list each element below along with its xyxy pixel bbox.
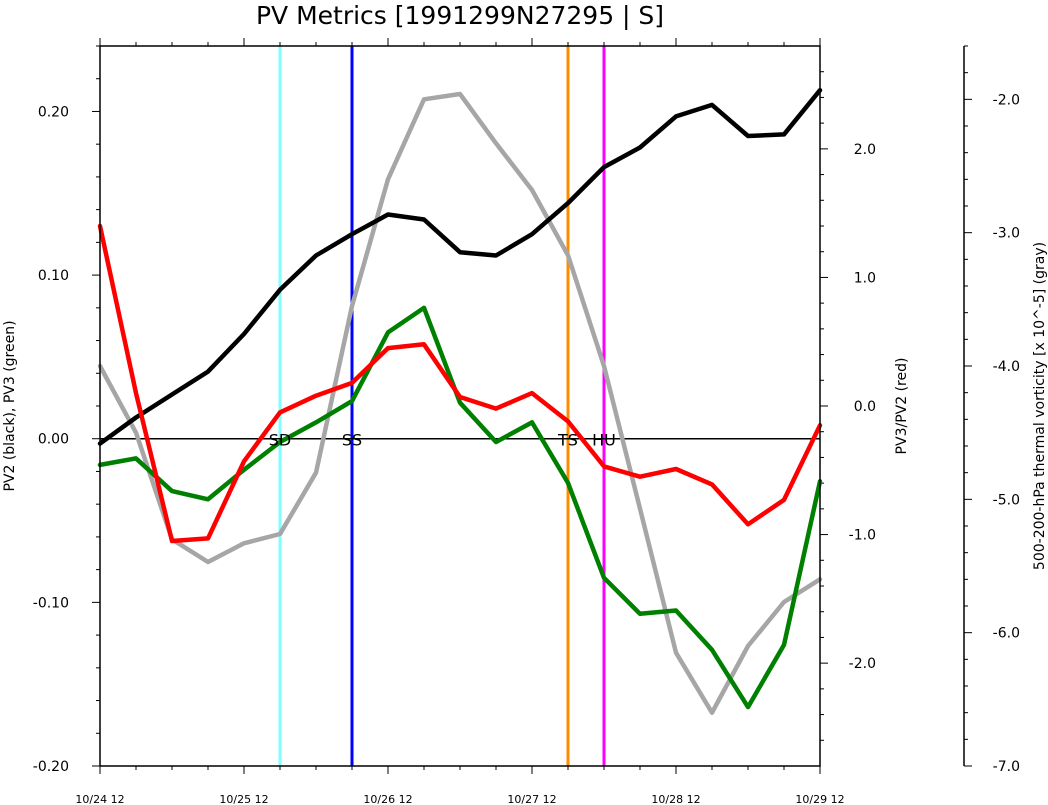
marker-label-sd: SD: [269, 431, 291, 450]
right2-tick-label: -7.0: [993, 759, 1020, 775]
marker-label-ts: TS: [557, 431, 578, 450]
series-line-thermal-vorticity: [97, 91, 823, 715]
tick-labels: 10/24 12 10/25 12 10/26 12 10/27 12 10/28 12…: [33, 92, 1020, 805]
x-tick-label: 10/26 12: [363, 793, 412, 805]
x-tick-label: 10/28 12: [651, 793, 700, 805]
x-tick-label: 10/25 12: [219, 793, 268, 805]
plot-frame: [99, 45, 821, 767]
right1-tick-label: -2.0: [849, 656, 876, 672]
x-tick-label: 10/24 12: [75, 793, 124, 805]
x-tick-label: 10/27 12: [507, 793, 556, 805]
series-line-pv3: [97, 305, 823, 710]
right2-tick-label: -4.0: [993, 359, 1020, 375]
right1-tick-label: 1.0: [854, 270, 876, 286]
left-tick-label: 0.10: [38, 268, 69, 284]
right-axis-2-label: 500-200-hPa thermal vorticity [x 10^-5] …: [1032, 242, 1048, 570]
chart-title: PV Metrics [1991299N27295 | S]: [256, 1, 664, 30]
marker-label-hu: HU: [592, 431, 616, 450]
right2-tick-label: -6.0: [993, 626, 1020, 642]
right2-tick-label: -3.0: [993, 226, 1020, 242]
left-tick-label: -0.10: [33, 595, 69, 611]
left-axis-label: PV2 (black), PV3 (green): [2, 320, 18, 491]
series-line-pv2: [97, 87, 823, 446]
right1-tick-label: -1.0: [849, 528, 876, 544]
x-tick-label: 10/29 12: [795, 793, 844, 805]
right-axis-1-label: PV3/PV2 (red): [894, 358, 910, 455]
left-tick-label: 0.20: [38, 104, 69, 120]
right1-tick-label: 2.0: [854, 142, 876, 158]
right2-tick-label: -5.0: [993, 492, 1020, 508]
left-tick-label: -0.20: [33, 759, 69, 775]
tick-marks: [92, 38, 972, 774]
series-lines: [97, 87, 823, 715]
left-tick-label: 0.00: [38, 432, 69, 448]
series-line-pv3-pv2: [97, 223, 823, 544]
marker-label-ss: SS: [342, 431, 362, 450]
right1-tick-label: 0.0: [854, 399, 876, 415]
right2-tick-label: -2.0: [993, 92, 1020, 108]
